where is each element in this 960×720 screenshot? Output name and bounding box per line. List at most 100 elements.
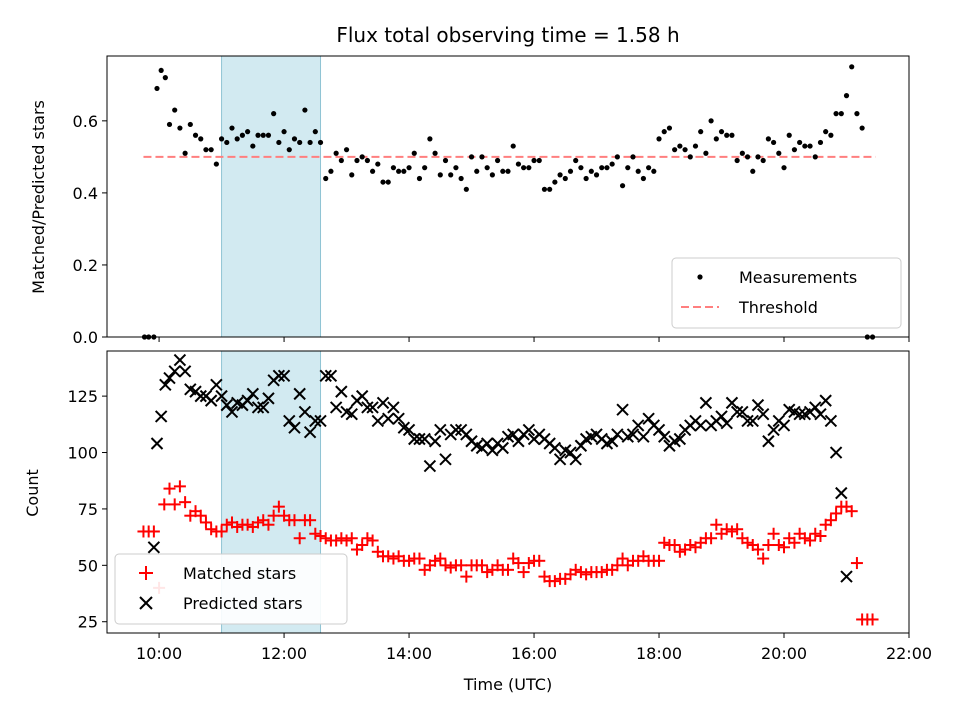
matched-star-point <box>481 566 494 579</box>
measurement-point <box>416 175 423 182</box>
measurement-point <box>744 154 751 160</box>
bottom-y-tick-label: 75 <box>78 500 98 519</box>
predicted-star-point <box>736 405 749 419</box>
measurement-point <box>521 165 527 171</box>
predicted-star-point <box>178 365 192 378</box>
measurement-point <box>162 75 168 81</box>
predicted-star-point <box>387 401 400 414</box>
measurement-point <box>755 154 761 160</box>
measurement-point <box>323 175 329 182</box>
measurement-point <box>291 136 298 142</box>
measurement-point <box>474 168 480 174</box>
top-y-axis-label: Matched/Predicted stars <box>29 100 48 294</box>
matched-star-point <box>653 554 666 567</box>
matched-star-point <box>319 532 332 545</box>
measurement-point <box>203 147 209 153</box>
measurement-point <box>281 129 287 135</box>
measurement-point <box>265 132 272 138</box>
matched-star-point <box>804 534 817 547</box>
measurement-point <box>396 168 402 174</box>
measurement-point <box>489 172 495 178</box>
predicted-star-point <box>246 387 260 401</box>
matched-star-point <box>413 552 426 565</box>
measurement-point <box>208 147 214 153</box>
measurement-point <box>297 139 303 146</box>
measurement-point <box>515 161 522 167</box>
matched-star-point <box>163 482 176 495</box>
top-y-ticks: 0.0 0.2 0.4 0.6 <box>73 112 107 347</box>
measurement-point <box>567 168 574 174</box>
matched-star-point <box>267 509 280 522</box>
measurement-point <box>338 157 344 164</box>
measurement-point <box>172 107 178 113</box>
measurement-point <box>276 139 282 146</box>
predicted-star-point <box>225 405 239 419</box>
measurement-point <box>562 175 568 182</box>
measurement-point <box>557 172 563 178</box>
measurement-point <box>177 125 183 131</box>
measurement-point <box>255 132 261 138</box>
matched-star-point <box>403 554 416 567</box>
matched-star-point <box>710 518 723 531</box>
measurement-point <box>510 143 516 149</box>
measurement-point <box>682 147 688 153</box>
predicted-star-point <box>507 428 520 441</box>
bottom-y-axis-label: Count <box>23 469 42 517</box>
measurement-point <box>536 157 542 164</box>
predicted-star-point <box>569 453 582 466</box>
matched-star-point <box>595 566 608 579</box>
matched-star-point <box>429 554 442 567</box>
matched-star-point <box>231 520 244 533</box>
predicted-star-point <box>548 441 562 455</box>
measurement-point <box>166 121 173 128</box>
top-legend-box <box>671 257 902 329</box>
measurement-point <box>458 175 464 182</box>
measurement-point <box>271 111 277 117</box>
measurement-point <box>609 161 615 167</box>
measurement-point <box>859 125 865 131</box>
ratio-panel: Flux total observing time = 1.58 h 0.00.… <box>29 23 910 347</box>
measurement-point <box>791 147 798 153</box>
measurement-point <box>369 168 376 174</box>
x-tick-label: 10:00 <box>136 644 182 663</box>
measurement-point <box>224 139 230 146</box>
measurement-point <box>703 150 709 156</box>
measurement-point <box>505 168 511 174</box>
predicted-star-point <box>324 369 338 383</box>
measurement-point <box>250 143 256 149</box>
predicted-star-point <box>746 414 759 428</box>
matched-star-point <box>288 514 301 527</box>
matched-star-point <box>179 496 192 509</box>
predicted-star-point <box>319 369 332 383</box>
matched-star-point <box>720 523 733 536</box>
predicted-star-point <box>402 423 416 437</box>
measurement-points <box>141 64 876 340</box>
predicted-star-point <box>725 396 739 410</box>
measurement-point <box>354 157 360 164</box>
predicted-star-point <box>741 414 754 428</box>
measurement-point <box>823 129 829 135</box>
measurement-point <box>390 165 397 171</box>
matched-star-point <box>309 527 322 540</box>
matched-star-point <box>668 539 681 552</box>
matched-star-point <box>366 534 379 547</box>
bottom-legend-box <box>114 553 348 625</box>
predicted-star-point <box>522 423 536 437</box>
matched-star-point <box>439 559 452 572</box>
matched-star-point <box>434 552 447 565</box>
matched-star-point <box>741 536 754 549</box>
predicted-star-point <box>605 435 619 448</box>
predicted-star-point <box>829 446 843 459</box>
measurement-point <box>343 147 350 153</box>
measurement-point <box>640 175 647 182</box>
measurement-point <box>158 67 164 74</box>
matched-star-point <box>830 507 843 520</box>
measurement-point <box>802 143 808 149</box>
predicted-star-point <box>154 410 168 423</box>
predicted-star-point <box>150 437 164 450</box>
predicted-star-point <box>809 401 822 414</box>
predicted-star-point <box>241 394 254 407</box>
measurement-point <box>500 168 506 174</box>
matched-star-point <box>658 536 671 549</box>
matched-star-point <box>845 505 858 518</box>
